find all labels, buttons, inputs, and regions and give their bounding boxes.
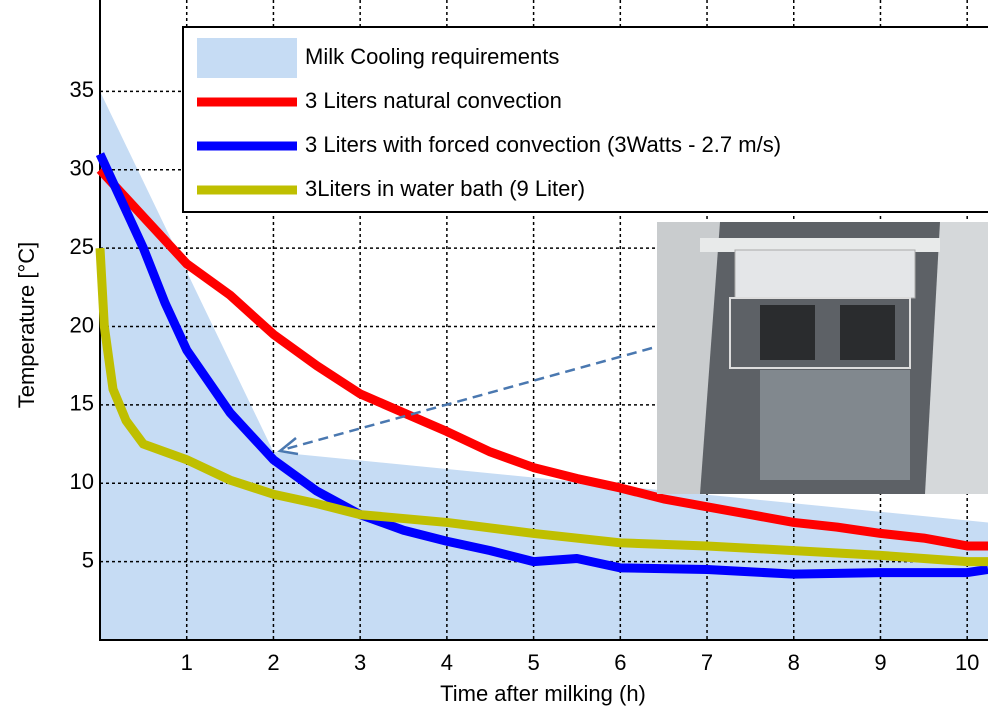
x-tick-label: 6 — [614, 650, 626, 675]
inset-photo — [657, 222, 988, 494]
y-tick-label: 20 — [70, 312, 94, 337]
photo-fan — [840, 305, 895, 360]
photo-rim — [700, 238, 940, 252]
x-tick-label: 4 — [441, 650, 453, 675]
legend-label: 3 Liters natural convection — [305, 88, 562, 113]
photo-wall — [925, 222, 988, 494]
x-tick-label: 8 — [788, 650, 800, 675]
photo-lid — [734, 249, 916, 299]
legend-label: 3Liters in water bath (9 Liter) — [305, 176, 585, 201]
photo-basket — [729, 297, 911, 369]
x-axis-label: Time after milking (h) — [440, 681, 646, 706]
photo-wall — [657, 222, 720, 494]
legend-box — [182, 26, 988, 213]
legend: Milk Cooling requirements 3 Liters natura… — [182, 26, 988, 213]
y-tick-label: 15 — [70, 391, 94, 416]
x-tick-label: 3 — [354, 650, 366, 675]
line — [95, 247, 988, 567]
x-tick-label: 1 — [181, 650, 193, 675]
y-tick-label: 35 — [70, 77, 94, 102]
x-tick-label: 7 — [701, 650, 713, 675]
x-tick-label: 5 — [527, 650, 539, 675]
legend-label: Milk Cooling requirements — [305, 44, 559, 69]
x-tick-label: 10 — [955, 650, 979, 675]
y-tick-label: 5 — [82, 547, 94, 572]
x-tick-label: 9 — [874, 650, 886, 675]
line — [96, 166, 988, 551]
legend-label: 3 Liters with forced convection (3Watts … — [305, 132, 781, 157]
legend-swatch — [197, 38, 297, 78]
y-tick-label: 10 — [70, 469, 94, 494]
y-axis-label: Temperature [°C] — [14, 242, 39, 409]
y-tick-label: 30 — [70, 156, 94, 181]
y-tick-label: 25 — [70, 234, 94, 259]
x-tick-label: 2 — [267, 650, 279, 675]
arrow — [281, 346, 653, 452]
arrow-head — [277, 437, 299, 456]
photo-fan — [760, 305, 815, 360]
line — [95, 152, 988, 579]
photo-bottles — [760, 370, 910, 480]
